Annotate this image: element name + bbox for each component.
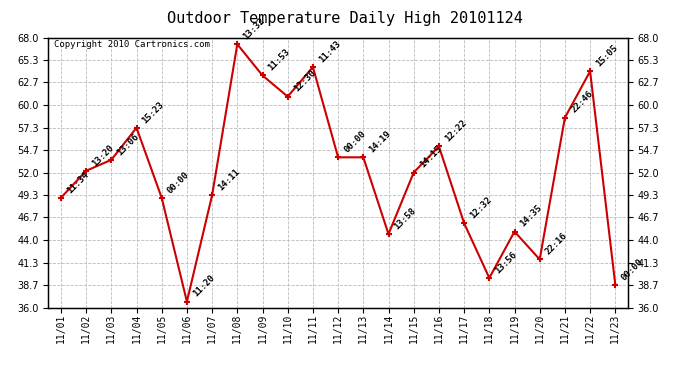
Text: 15:23: 15:23 bbox=[141, 100, 166, 125]
Text: 13:56: 13:56 bbox=[493, 250, 519, 275]
Text: 11:53: 11:53 bbox=[266, 47, 292, 73]
Text: 11:20: 11:20 bbox=[191, 273, 217, 299]
Text: 00:00: 00:00 bbox=[620, 256, 645, 282]
Text: 22:46: 22:46 bbox=[569, 90, 594, 115]
Text: 14:15: 14:15 bbox=[418, 144, 443, 170]
Text: 22:16: 22:16 bbox=[544, 231, 569, 256]
Text: 12:32: 12:32 bbox=[469, 195, 493, 220]
Text: 11:34: 11:34 bbox=[65, 170, 90, 195]
Text: 13:20: 13:20 bbox=[90, 142, 116, 168]
Text: 00:00: 00:00 bbox=[342, 129, 368, 154]
Text: 12:30: 12:30 bbox=[292, 68, 317, 94]
Text: 13:58: 13:58 bbox=[393, 206, 418, 231]
Text: 11:43: 11:43 bbox=[317, 39, 342, 64]
Text: 14:19: 14:19 bbox=[368, 129, 393, 154]
Text: 00:00: 00:00 bbox=[166, 170, 191, 195]
Text: Outdoor Temperature Daily High 20101124: Outdoor Temperature Daily High 20101124 bbox=[167, 11, 523, 26]
Text: 14:35: 14:35 bbox=[519, 203, 544, 229]
Text: 13:32: 13:32 bbox=[241, 16, 267, 42]
Text: 15:05: 15:05 bbox=[594, 43, 620, 69]
Text: 12:22: 12:22 bbox=[443, 118, 469, 144]
Text: 14:11: 14:11 bbox=[216, 167, 241, 192]
Text: 13:06: 13:06 bbox=[115, 132, 141, 157]
Text: Copyright 2010 Cartronics.com: Copyright 2010 Cartronics.com bbox=[54, 40, 210, 49]
